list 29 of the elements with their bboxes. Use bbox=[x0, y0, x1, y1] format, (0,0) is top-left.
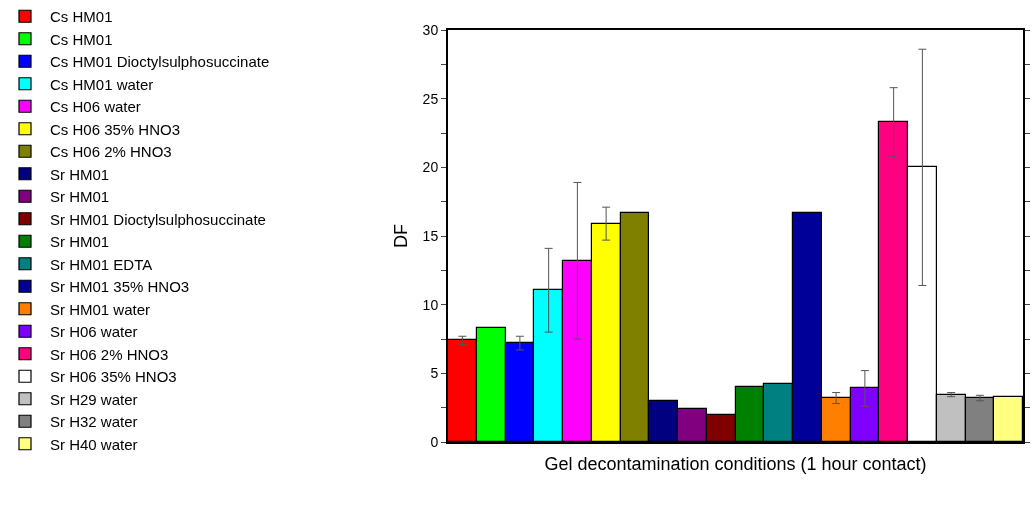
legend-label: Sr H32 water bbox=[50, 413, 138, 431]
legend-label: Sr H40 water bbox=[50, 435, 138, 453]
legend-label: Sr H06 2% HNO3 bbox=[50, 345, 169, 363]
legend-label: Cs HM01 bbox=[50, 30, 113, 48]
legend-label: Cs HM01 water bbox=[50, 75, 154, 93]
y-tick-label: 25 bbox=[422, 90, 439, 107]
legend-label: Sr HM01 bbox=[50, 233, 110, 251]
legend-label: Sr HM01 35% HNO3 bbox=[50, 278, 190, 296]
legend-label: Cs H06 water bbox=[50, 98, 141, 116]
legend-label: Cs HM01 Dioctylsulphosuccinate bbox=[50, 53, 270, 71]
legend-label: Cs H06 35% HNO3 bbox=[50, 120, 181, 138]
legend-label: Cs HM01 bbox=[50, 8, 113, 26]
legend-label: Sr HM01 EDTA bbox=[50, 255, 153, 273]
y-tick-label: 0 bbox=[430, 433, 439, 450]
y-tick-label: 30 bbox=[422, 21, 439, 38]
x-axis-title: Gel decontamination conditions (1 hour contact) bbox=[544, 453, 927, 474]
legend-label: Sr HM01 bbox=[50, 188, 110, 206]
y-tick-label: 10 bbox=[422, 296, 439, 313]
legend-label: Cs H06 2% HNO3 bbox=[50, 143, 172, 161]
y-tick-label: 20 bbox=[422, 159, 439, 176]
y-tick-label: 15 bbox=[422, 227, 439, 244]
legend-label: Sr H06 water bbox=[50, 323, 138, 341]
legend-label: Sr HM01 water bbox=[50, 300, 151, 318]
legend-label: Sr H06 35% HNO3 bbox=[50, 368, 177, 386]
legend-label: Sr HM01 Dioctylsulphosuccinate bbox=[50, 210, 266, 228]
legend-label: Sr H29 water bbox=[50, 390, 138, 408]
y-tick-label: 5 bbox=[430, 365, 439, 382]
y-axis-title: DF bbox=[391, 224, 412, 248]
legend-label: Sr HM01 bbox=[50, 165, 110, 183]
